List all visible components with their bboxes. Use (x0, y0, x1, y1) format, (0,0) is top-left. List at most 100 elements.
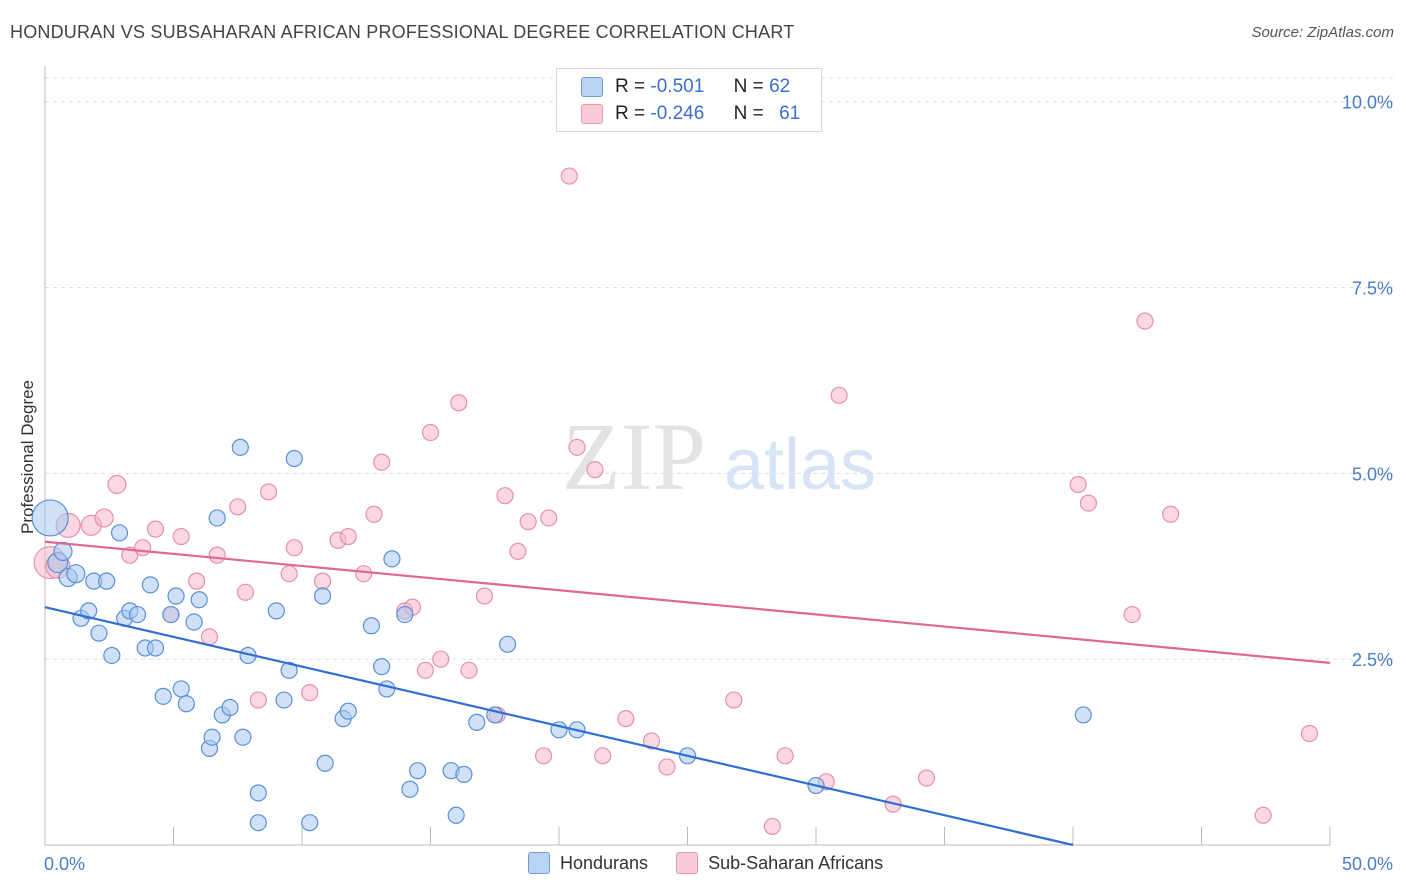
honduran-point (373, 658, 391, 676)
subsaharan-point (475, 587, 494, 605)
x-tick-label: 50.0% (1342, 854, 1393, 874)
legend-row-subsaharan: R = -0.246 N = 61 (581, 101, 800, 127)
legend-label-subsaharan: Sub-Saharan Africans (708, 852, 884, 873)
honduran-point (231, 438, 249, 456)
honduran-point (167, 587, 185, 605)
subsaharan-point (432, 650, 450, 668)
subsaharan-point (416, 661, 434, 679)
subsaharan-point (617, 710, 635, 728)
honduran-point (301, 814, 319, 832)
subsaharan-point (172, 527, 190, 546)
subsaharan-point (1300, 724, 1319, 743)
subsaharan-point (519, 513, 537, 531)
subsaharan-point (776, 747, 794, 765)
honduran-point (154, 687, 172, 705)
legend-r-value: -0.246 (650, 103, 705, 124)
honduran-point (378, 680, 396, 698)
source-label[interactable]: Source: ZipAtlas.com (1251, 24, 1394, 41)
subsaharan-point (236, 583, 255, 601)
honduran-point (401, 780, 419, 798)
honduran-point (362, 617, 380, 635)
y-tick-label: 2.5% (1352, 650, 1393, 670)
subsaharan-point (134, 539, 152, 557)
legend-item-hondurans[interactable]: Hondurans (528, 852, 648, 874)
honduran-point (141, 576, 159, 594)
subsaharan-point (1136, 312, 1154, 330)
subsaharan-point (355, 565, 373, 583)
subsaharan-point (594, 747, 612, 765)
subsaharan-point (509, 542, 527, 561)
trend-lines (44, 540, 1331, 847)
legend-n-label: N = (733, 76, 764, 97)
subsaharan-point (460, 661, 478, 679)
subsaharan-point (917, 769, 936, 787)
honduran-point (1074, 706, 1092, 724)
honduran-point (313, 587, 332, 605)
watermark-atlas: atlas (724, 425, 876, 505)
honduran-point (455, 765, 473, 783)
tick-labels: 2.5% 5.0% 7.5% 10.0% 0.0% 50.0% (44, 93, 1393, 874)
subsaharan-point (280, 565, 298, 583)
subsaharan-point (1162, 505, 1180, 523)
series-legend: Hondurans Sub-Saharan Africans (528, 852, 911, 874)
y-tick-label: 7.5% (1352, 279, 1393, 299)
grid-lines (45, 77, 1395, 660)
honduran-point (221, 698, 239, 717)
honduran-point (185, 613, 203, 631)
subsaharan-point (830, 386, 848, 404)
subsaharan-point (339, 527, 357, 546)
honduran-point (177, 695, 195, 713)
subsaharan-point (560, 167, 578, 185)
honduran-point (90, 624, 108, 642)
chart-title: HONDURAN VS SUBSAHARAN AFRICAN PROFESSIO… (10, 22, 795, 42)
honduran-point (275, 691, 293, 709)
subsaharan-point (1069, 475, 1087, 494)
legend-swatch-blue (528, 852, 550, 874)
subsaharan-point (313, 572, 332, 590)
subsaharan-point (200, 628, 219, 646)
watermark: ZIP atlas (562, 403, 876, 510)
honduran-points (31, 438, 1092, 832)
honduran-point (280, 661, 298, 679)
legend-swatch-blue (581, 77, 603, 97)
honduran-point (499, 635, 517, 653)
honduran-trend-line (44, 606, 1074, 847)
honduran-point (409, 762, 427, 780)
legend-r-label: R = (615, 76, 646, 97)
honduran-point (267, 602, 285, 620)
honduran-point (110, 524, 129, 542)
honduran-point (249, 784, 267, 802)
subsaharan-point (421, 423, 440, 442)
subsaharan-point (540, 509, 558, 527)
subsaharan-point (1123, 605, 1141, 624)
subsaharan-point (586, 461, 604, 479)
subsaharan-point (285, 539, 303, 557)
subsaharan-point (249, 691, 267, 709)
honduran-point (172, 680, 190, 698)
honduran-point (468, 713, 486, 731)
subsaharan-point (763, 817, 781, 836)
subsaharan-point (658, 758, 676, 776)
honduran-point (146, 639, 165, 657)
honduran-point (190, 591, 208, 609)
stats-legend: R = -0.501 N = 62 R = -0.246 N = 61 (556, 68, 822, 132)
subsaharan-point (496, 487, 514, 505)
y-tick-label: 5.0% (1352, 464, 1393, 484)
legend-item-subsaharan[interactable]: Sub-Saharan Africans (676, 852, 883, 874)
legend-n-value: 62 (769, 76, 791, 97)
x-tick-label: 0.0% (44, 854, 85, 874)
subsaharan-point (1254, 806, 1272, 824)
subsaharan-point (1079, 494, 1098, 512)
honduran-point (339, 702, 357, 720)
honduran-point (316, 754, 334, 772)
subsaharan-trend-line (44, 540, 1331, 664)
subsaharan-point (107, 474, 127, 495)
honduran-point (208, 509, 226, 527)
honduran-point (249, 814, 267, 832)
subsaharan-point (373, 453, 391, 471)
subsaharan-point (568, 438, 586, 456)
legend-label-hondurans: Hondurans (560, 852, 649, 873)
honduran-point (98, 572, 116, 590)
watermark-zip: ZIP (562, 403, 706, 510)
